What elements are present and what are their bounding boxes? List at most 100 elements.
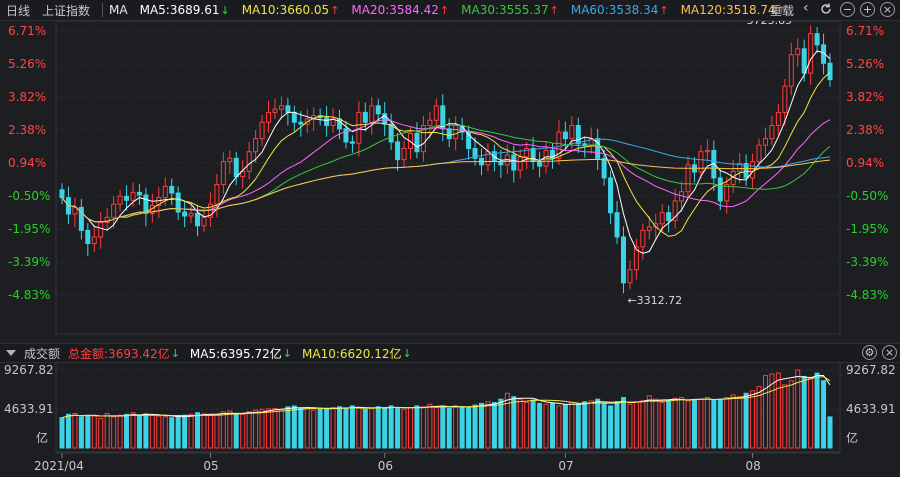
candle-body (659, 212, 665, 225)
zoom-out-icon[interactable]: − (840, 2, 855, 17)
close-icon[interactable]: × (880, 2, 895, 17)
volume-bar (414, 405, 420, 449)
settings-icon[interactable]: ⚙ (862, 345, 877, 360)
candle-body (756, 144, 762, 163)
y-tick-label-right: -3.39% (846, 255, 888, 269)
volume-bar (382, 407, 388, 449)
candle-body (349, 141, 355, 144)
volume-title[interactable]: 成交额 (24, 346, 61, 361)
volume-bar (524, 402, 530, 449)
candle-body (704, 149, 710, 153)
volume-bar (537, 402, 543, 449)
candle-body (266, 111, 272, 123)
volume-bar (821, 380, 827, 449)
candle-body (201, 216, 207, 227)
candle-body (136, 191, 142, 196)
candle-body (395, 141, 401, 161)
candle-body (285, 105, 291, 113)
x-tick-label: 07 (558, 459, 573, 473)
candle-body (646, 226, 652, 231)
candle-body (775, 111, 781, 127)
volume-bar (78, 416, 84, 449)
candle-body (253, 138, 259, 153)
candle-body (446, 128, 452, 140)
volume-bar (259, 408, 265, 449)
ma-value-0: MA5:3689.61↓ (139, 3, 230, 17)
volume-bar (65, 413, 71, 449)
volume-bar (466, 407, 472, 449)
volume-bar (162, 416, 168, 449)
candle-body (175, 192, 181, 213)
volume-ma10: MA10:6620.12亿 (302, 346, 402, 361)
volume-bar (633, 401, 639, 449)
volume-chart[interactable]: 9267.82 9267.82 4633.91 4633.91 亿 亿 2021/04 05 0… (0, 362, 900, 477)
volume-bar (304, 407, 310, 449)
volume-bar (420, 406, 426, 449)
candle-body (388, 123, 394, 143)
candle-body (195, 212, 201, 227)
y-tick-label-right: 3.82% (846, 90, 884, 104)
volume-bar (504, 392, 510, 449)
candle-body (298, 121, 304, 125)
candle-body (743, 163, 749, 179)
back-arrow-icon[interactable]: ‹ (803, 0, 809, 16)
candle-body (524, 147, 530, 158)
vol-unit-left: 亿 (36, 430, 48, 445)
candle-body (614, 212, 620, 238)
zoom-in-icon[interactable]: + (860, 2, 875, 17)
candle-body (182, 211, 188, 217)
price-chart[interactable]: 6.71% 6.71% 5.26% 5.26% 3.82% 3.82% 2.38% 2.38%… (0, 21, 900, 343)
close-icon[interactable]: × (882, 345, 897, 360)
y-tick-label-left: -0.50% (8, 189, 50, 203)
volume-bar (433, 407, 439, 449)
candle-body (814, 33, 820, 46)
y-tick-label-left: 3.82% (8, 90, 46, 104)
volume-bar (311, 409, 317, 449)
period-label[interactable]: 日线 (6, 3, 31, 18)
ma-value-1: MA10:3660.05↑ (241, 3, 340, 17)
refresh-icon[interactable] (818, 1, 834, 17)
indicator-name[interactable]: MA (109, 3, 128, 17)
candle-body (640, 229, 646, 248)
volume-bar (827, 416, 833, 449)
volume-bar (640, 400, 646, 449)
volume-bar (511, 396, 517, 449)
volume-bar (769, 373, 775, 449)
volume-bar (653, 398, 659, 449)
collapse-triangle-icon[interactable] (6, 350, 16, 356)
low-annotation: ←3312.72 (627, 294, 682, 307)
volume-bar (491, 402, 497, 449)
candle-body (111, 203, 117, 218)
volume-bar (730, 394, 736, 449)
volume-bar (517, 398, 523, 449)
volume-bar (111, 416, 117, 449)
volume-bar (556, 405, 562, 449)
candle-body (98, 222, 104, 238)
candle-body (343, 128, 349, 143)
candle-body (549, 149, 555, 159)
volume-bar (575, 403, 581, 449)
index-name[interactable]: 上证指数 (42, 3, 91, 18)
candle-body (278, 105, 284, 110)
volume-bar (72, 412, 78, 449)
divider (102, 3, 104, 17)
candle-body (795, 48, 801, 56)
candle-body (59, 189, 65, 199)
vol-ma10-line (61, 376, 831, 419)
candle-body (601, 157, 607, 179)
overlay-button[interactable]: 重载 (770, 3, 795, 18)
volume-bar (220, 411, 226, 449)
volume-indicator-bar: 成交额 总金额:3693.42亿 ↓ MA5:6395.72亿 ↓ MA10:6… (0, 343, 900, 363)
vol-tick-right: 9267.82 (846, 363, 896, 377)
volume-bar (485, 401, 491, 449)
candle-body (808, 33, 814, 74)
candle-body (433, 105, 439, 121)
volume-bar (246, 411, 252, 449)
volume-bar (233, 414, 239, 449)
volume-bar (698, 398, 704, 449)
candle-body (575, 125, 581, 145)
volume-bar (614, 401, 620, 449)
volume-bar (272, 407, 278, 449)
candle-body (272, 108, 278, 113)
candle-body (130, 191, 136, 201)
